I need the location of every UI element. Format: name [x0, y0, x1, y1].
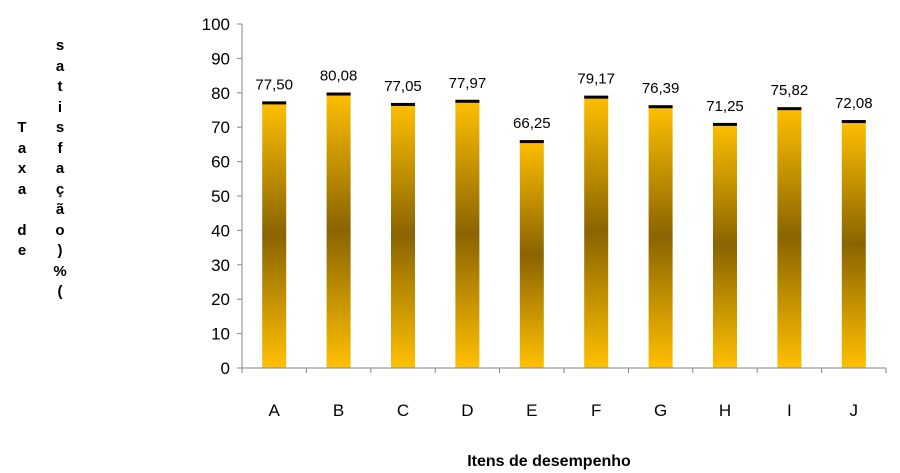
- bar-top-cap: [648, 105, 673, 109]
- bar-top-cap: [391, 102, 415, 106]
- bar: [519, 140, 544, 368]
- x-tick-label: I: [787, 401, 792, 420]
- data-label: 76,39: [642, 80, 680, 97]
- bars: [262, 92, 866, 369]
- y-tick-label: 90: [211, 49, 230, 68]
- bar-top-cap: [584, 95, 609, 99]
- bar: [584, 95, 609, 368]
- y-tick-label: 100: [202, 15, 230, 34]
- x-tick-label: H: [719, 401, 731, 420]
- y-tick-label: 70: [211, 118, 230, 137]
- bar-top-cap: [262, 101, 287, 105]
- labels: 0 10 20 30 40 50 60 70 80 90 100 77,50 A 80,08 B 77,05 C…: [202, 15, 873, 420]
- bar-top-cap: [841, 120, 866, 124]
- bar: [391, 102, 415, 368]
- x-axis-title: Itens de desempenho: [467, 453, 631, 470]
- data-label: 77,05: [384, 78, 422, 95]
- bar: [326, 92, 351, 368]
- data-label: 71,25: [706, 98, 744, 115]
- bar: [262, 101, 287, 369]
- y-tick-label: 80: [211, 84, 230, 103]
- y-tick-label: 0: [221, 359, 230, 378]
- x-tick-label: J: [850, 401, 859, 420]
- y-tick-label: 20: [211, 290, 230, 309]
- bar-top-cap: [455, 99, 480, 103]
- bar: [648, 105, 673, 369]
- bar: [777, 107, 802, 368]
- data-label: 77,50: [255, 76, 293, 93]
- bar: [455, 99, 480, 368]
- x-tick-label: D: [461, 401, 473, 420]
- bar-top-cap: [519, 140, 544, 144]
- data-label: 72,08: [835, 95, 873, 112]
- data-label: 66,25: [513, 115, 551, 132]
- y-axis-title-part-1: T a x a d e: [17, 119, 27, 259]
- x-tick-label: B: [333, 401, 344, 420]
- axes: [237, 23, 887, 373]
- data-label: 75,82: [771, 82, 809, 99]
- y-axis-title-part-2: s a t i s f a ç ã o ) % (: [53, 37, 67, 300]
- y-tick-label: 40: [211, 221, 230, 240]
- y-tick-label: 60: [211, 153, 230, 172]
- data-label: 80,08: [320, 68, 358, 85]
- y-tick-label: 10: [211, 325, 230, 344]
- data-label: 79,17: [577, 71, 615, 88]
- bar-top-cap: [326, 92, 351, 96]
- data-label: 77,97: [449, 75, 487, 92]
- bar: [713, 122, 737, 369]
- y-tick-label: 30: [211, 256, 230, 275]
- x-tick-label: G: [654, 401, 667, 420]
- x-tick-label: E: [526, 401, 537, 420]
- x-tick-label: F: [591, 401, 601, 420]
- bar-top-cap: [713, 122, 737, 126]
- bar-top-cap: [777, 107, 802, 111]
- y-tick-label: 50: [211, 187, 230, 206]
- x-tick-label: C: [397, 401, 409, 420]
- bar: [841, 120, 866, 368]
- x-tick-label: A: [269, 401, 281, 420]
